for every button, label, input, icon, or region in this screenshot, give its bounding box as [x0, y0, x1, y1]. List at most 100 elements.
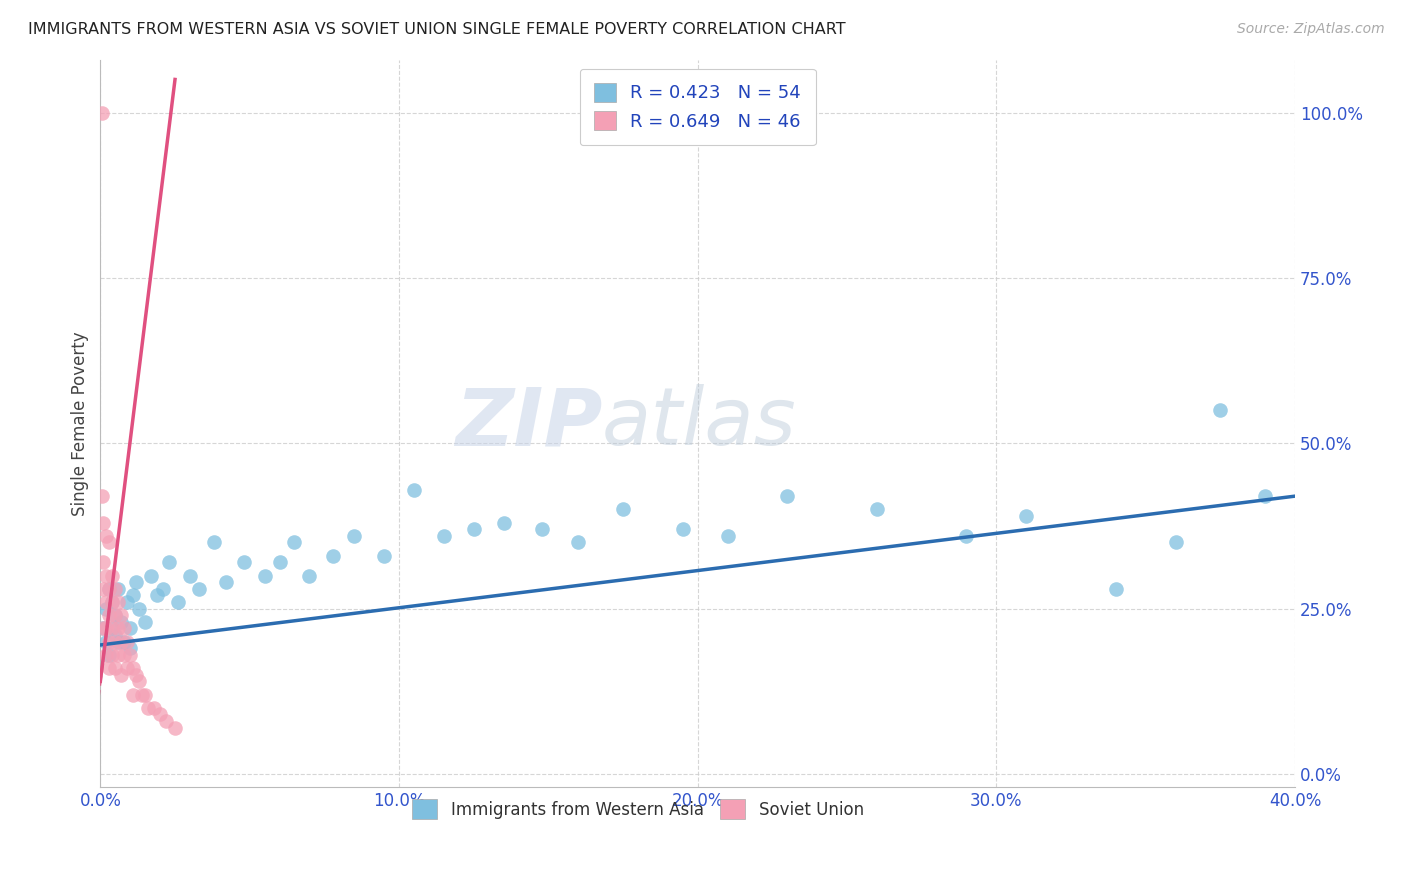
Point — [91, 516, 114, 530]
Point — [90, 105, 112, 120]
Point — [1164, 535, 1187, 549]
Point — [101, 595, 124, 609]
Point — [125, 667, 148, 681]
Point — [120, 622, 142, 636]
Text: IMMIGRANTS FROM WESTERN ASIA VS SOVIET UNION SINGLE FEMALE POVERTY CORRELATION C: IMMIGRANTS FROM WESTERN ASIA VS SOVIET U… — [28, 22, 846, 37]
Point — [98, 608, 121, 623]
Point — [96, 648, 118, 662]
Point — [104, 608, 127, 623]
Point — [112, 648, 135, 662]
Point — [167, 595, 190, 609]
Point — [433, 529, 456, 543]
Point — [107, 634, 129, 648]
Point — [157, 555, 180, 569]
Point — [110, 667, 132, 681]
Point — [149, 707, 172, 722]
Point — [215, 575, 238, 590]
Point — [122, 588, 145, 602]
Point — [672, 522, 695, 536]
Point — [104, 608, 127, 623]
Point — [955, 529, 977, 543]
Y-axis label: Single Female Poverty: Single Female Poverty — [72, 331, 89, 516]
Point — [98, 582, 121, 596]
Point — [134, 615, 156, 629]
Point — [531, 522, 554, 536]
Point — [98, 634, 121, 648]
Point — [373, 549, 395, 563]
Point — [155, 714, 177, 728]
Point — [143, 700, 166, 714]
Point — [101, 622, 124, 636]
Point — [96, 568, 118, 582]
Point — [110, 615, 132, 629]
Text: Source: ZipAtlas.com: Source: ZipAtlas.com — [1237, 22, 1385, 37]
Text: atlas: atlas — [602, 384, 797, 462]
Point — [98, 582, 121, 596]
Point — [567, 535, 589, 549]
Point — [104, 628, 127, 642]
Point — [298, 568, 321, 582]
Point — [128, 601, 150, 615]
Point — [96, 601, 118, 615]
Point — [107, 648, 129, 662]
Point — [125, 575, 148, 590]
Point — [98, 648, 121, 662]
Point — [112, 622, 135, 636]
Point — [139, 568, 162, 582]
Point — [96, 595, 118, 609]
Point — [716, 529, 738, 543]
Point — [128, 674, 150, 689]
Point — [91, 555, 114, 569]
Point — [612, 502, 634, 516]
Point — [202, 535, 225, 549]
Point — [253, 568, 276, 582]
Point — [110, 608, 132, 623]
Point — [104, 582, 127, 596]
Point — [146, 588, 169, 602]
Point — [96, 634, 118, 648]
Point — [122, 688, 145, 702]
Point — [136, 700, 159, 714]
Point — [134, 688, 156, 702]
Point — [96, 622, 118, 636]
Point — [101, 595, 124, 609]
Point — [187, 582, 209, 596]
Point — [91, 622, 114, 636]
Point — [90, 489, 112, 503]
Point — [492, 516, 515, 530]
Point — [104, 634, 127, 648]
Point — [107, 582, 129, 596]
Point — [122, 661, 145, 675]
Point — [104, 661, 127, 675]
Point — [115, 634, 138, 648]
Point — [1254, 489, 1277, 503]
Point — [322, 549, 344, 563]
Text: ZIP: ZIP — [454, 384, 602, 462]
Point — [107, 595, 129, 609]
Point — [283, 535, 305, 549]
Point — [269, 555, 291, 569]
Point — [98, 661, 121, 675]
Point — [343, 529, 366, 543]
Point — [232, 555, 254, 569]
Point — [1209, 403, 1232, 417]
Point — [98, 535, 121, 549]
Point — [1105, 582, 1128, 596]
Point — [866, 502, 889, 516]
Point — [179, 568, 201, 582]
Point — [91, 582, 114, 596]
Point — [112, 634, 135, 648]
Point — [110, 634, 132, 648]
Point — [402, 483, 425, 497]
Point — [776, 489, 799, 503]
Point — [463, 522, 485, 536]
Point — [152, 582, 174, 596]
Point — [120, 641, 142, 656]
Point — [96, 529, 118, 543]
Point — [163, 721, 186, 735]
Point — [91, 622, 114, 636]
Point — [115, 595, 138, 609]
Point — [101, 648, 124, 662]
Point — [107, 622, 129, 636]
Point — [131, 688, 153, 702]
